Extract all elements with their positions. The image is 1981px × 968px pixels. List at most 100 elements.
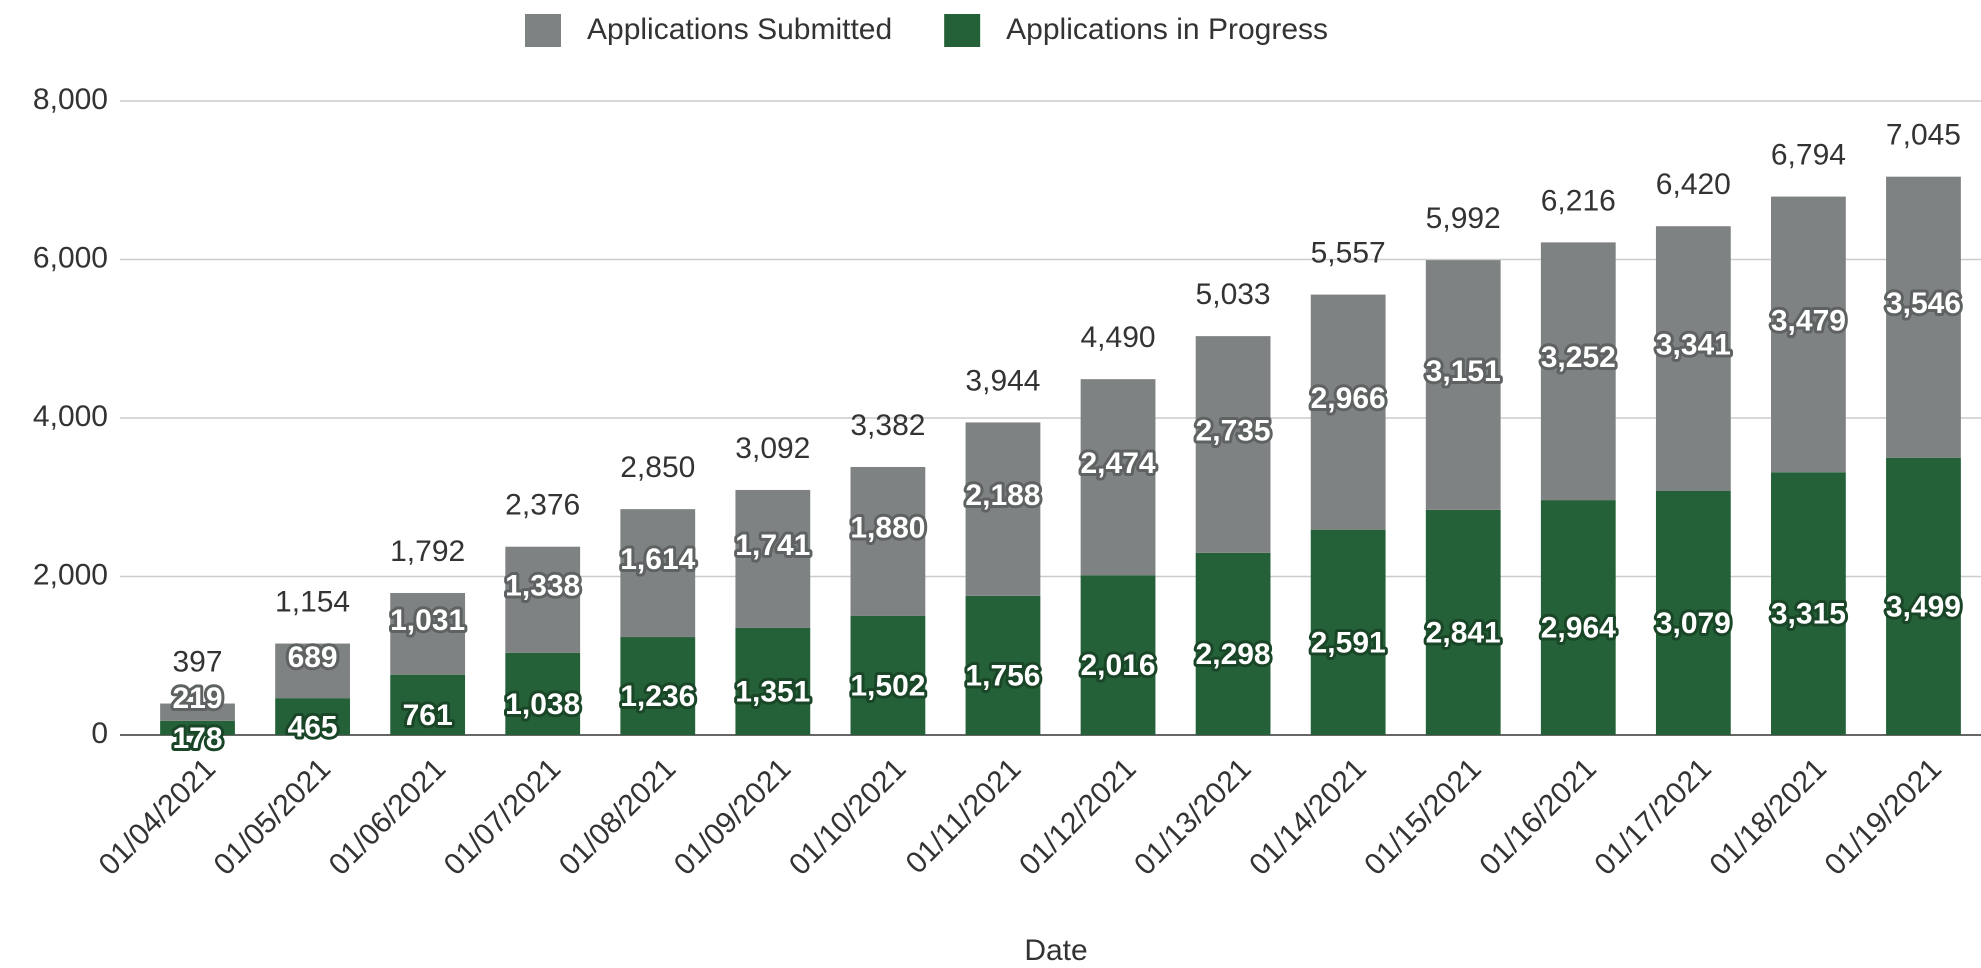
- bar-segment: [275, 698, 350, 735]
- segment-label: 1,031: [390, 604, 465, 637]
- segment-label: 3,151: [1426, 355, 1501, 388]
- segment-label: 2,841: [1426, 616, 1501, 649]
- bar-segment: [850, 615, 926, 735]
- bar-segment: [160, 703, 235, 721]
- bar-segment: [1886, 457, 1961, 735]
- y-tick-label: 0: [91, 717, 108, 750]
- segment-label: 2,016: [1080, 649, 1155, 682]
- bar-segment: [1655, 490, 1731, 735]
- segment-label: 2,966: [1311, 382, 1386, 415]
- y-tick-label: 2,000: [33, 558, 108, 591]
- total-label: 1,154: [275, 585, 350, 618]
- bar-segment: [275, 643, 350, 699]
- total-label: 1,792: [390, 535, 465, 568]
- segment-label: 1,756: [965, 659, 1040, 692]
- bar-segment: [965, 595, 1041, 735]
- x-tick-label: 01/04/2021: [93, 752, 223, 882]
- y-tick-label: 6,000: [33, 241, 108, 274]
- segment-label: 3,479: [1771, 304, 1846, 337]
- bar-segment: [1310, 529, 1386, 735]
- segment-label: 689: [288, 641, 338, 674]
- segment-label: 1,351: [735, 675, 810, 708]
- legend-label: Applications Submitted: [587, 13, 892, 46]
- segment-label: 3,079: [1656, 607, 1731, 640]
- x-tick-label: 01/16/2021: [1473, 752, 1603, 882]
- segment-label: 3,499: [1886, 590, 1961, 623]
- x-tick-label: 01/18/2021: [1703, 752, 1833, 882]
- segment-label: 3,546: [1886, 287, 1961, 320]
- segment-label: 1,614: [620, 543, 695, 576]
- segment-label: 1,338: [505, 570, 580, 603]
- bar-segment: [390, 592, 466, 675]
- total-label: 3,092: [735, 432, 810, 465]
- bar-segment: [1425, 260, 1501, 510]
- x-tick-label: 01/15/2021: [1358, 752, 1488, 882]
- x-tick-label: 01/11/2021: [900, 752, 1028, 880]
- segment-label: 3,341: [1656, 329, 1731, 362]
- x-tick-label: 01/10/2021: [783, 752, 913, 882]
- y-tick-label: 8,000: [33, 83, 108, 116]
- legend-swatch: [525, 14, 561, 47]
- segment-label: 3,252: [1541, 341, 1616, 374]
- segment-label: 465: [288, 710, 338, 743]
- total-label: 2,850: [620, 451, 695, 484]
- bar-segment: [965, 422, 1041, 596]
- bar-segment: [390, 674, 466, 735]
- x-tick-label: 01/12/2021: [1013, 752, 1143, 882]
- total-label: 7,045: [1886, 119, 1961, 152]
- total-label: 6,216: [1541, 184, 1616, 217]
- bar-segment: [620, 509, 696, 638]
- segment-label: 2,964: [1541, 611, 1616, 644]
- bar-segment: [1425, 509, 1501, 735]
- bar-segment: [1195, 552, 1271, 735]
- bar-segment: [1540, 242, 1616, 501]
- bar-segment: [160, 720, 235, 735]
- x-tick-label: 01/13/2021: [1128, 752, 1258, 882]
- x-tick-label: 01/07/2021: [438, 752, 568, 882]
- segment-label: 1,236: [620, 680, 695, 713]
- bar-segment: [1310, 294, 1386, 530]
- total-label: 3,944: [965, 364, 1040, 397]
- segment-label: 1,038: [505, 688, 580, 721]
- bar-segment: [850, 466, 926, 616]
- segment-label: 2,298: [1196, 638, 1271, 671]
- segment-label: 761: [403, 699, 453, 732]
- x-tick-label: 01/17/2021: [1588, 752, 1718, 882]
- total-label: 5,992: [1426, 202, 1501, 235]
- segment-label: 1,502: [850, 669, 925, 702]
- bar-segment: [505, 652, 581, 735]
- y-tick-label: 4,000: [33, 400, 108, 433]
- segment-label: 2,474: [1080, 447, 1155, 480]
- legend-label: Applications in Progress: [1006, 13, 1328, 46]
- bar-segment: [505, 546, 581, 653]
- x-tick-label: 01/05/2021: [208, 752, 338, 882]
- total-label: 5,033: [1196, 278, 1271, 311]
- total-label: 4,490: [1080, 321, 1155, 354]
- segment-label: 219: [173, 682, 223, 715]
- bar-segment: [1540, 500, 1616, 735]
- x-tick-label: 01/06/2021: [323, 752, 453, 882]
- total-label: 5,557: [1311, 237, 1386, 270]
- x-tick-label: 01/09/2021: [668, 752, 798, 882]
- bar-segment: [620, 637, 696, 735]
- bar-segment: [1080, 575, 1156, 735]
- segment-label: 178: [173, 722, 223, 755]
- legend-swatch: [944, 14, 981, 47]
- bar-segment: [1080, 379, 1156, 576]
- segment-label: 2,188: [965, 479, 1040, 512]
- bar-segment: [1771, 472, 1846, 735]
- bar-segment: [735, 489, 811, 628]
- x-tick-label: 01/19/2021: [1819, 752, 1949, 882]
- bar-segment: [1771, 196, 1846, 473]
- x-tick-label: 01/14/2021: [1243, 752, 1373, 882]
- segment-label: 1,741: [735, 529, 810, 562]
- segment-label: 3,315: [1771, 598, 1846, 631]
- bar-segment: [735, 627, 811, 735]
- total-label: 2,376: [505, 489, 580, 522]
- x-axis-label: Date: [1024, 934, 1087, 967]
- segment-label: 2,591: [1311, 626, 1386, 659]
- total-label: 397: [173, 645, 223, 678]
- segment-label: 1,880: [850, 511, 925, 544]
- bar-segment: [1655, 226, 1731, 491]
